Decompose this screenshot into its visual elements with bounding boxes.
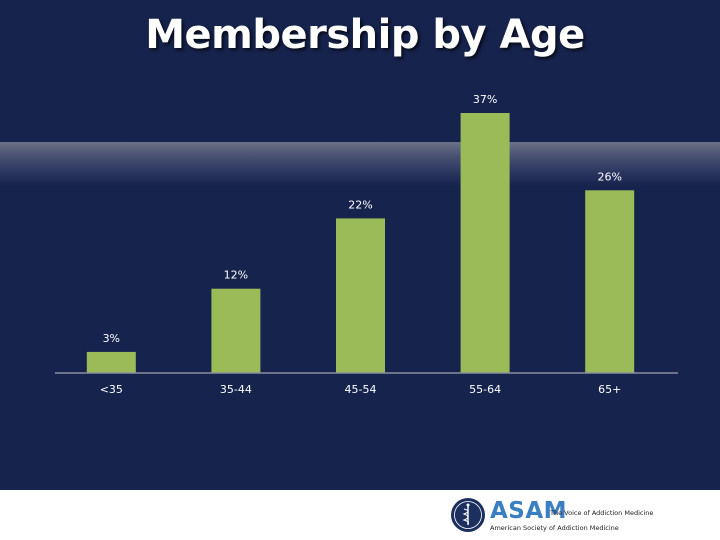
logo-org-name: American Society of Addiction Medicine	[490, 524, 619, 532]
bar-chart: 3% <35 12% 35-44 22% 45-54 37% 55-64 26% 65+	[55, 93, 678, 396]
bar-3	[460, 113, 510, 373]
x-tick-label-0: <35	[100, 383, 123, 396]
bar-2	[336, 218, 385, 373]
x-tick-label-1: 35-44	[220, 383, 252, 396]
x-tick-label-4: 65+	[598, 383, 621, 396]
caduceus-seal-icon	[451, 498, 485, 532]
data-label-4: 26%	[597, 170, 621, 183]
bar-1	[211, 288, 261, 373]
logo-wordmark: ASAM	[490, 498, 568, 524]
header-band	[0, 142, 720, 186]
bar-0	[86, 351, 136, 373]
data-label-2: 22%	[348, 198, 372, 211]
x-tick-label-2: 45-54	[345, 383, 377, 396]
data-label-1: 12%	[224, 269, 248, 282]
chart-title: Membership by Age	[145, 12, 585, 58]
data-label-0: 3%	[103, 332, 120, 345]
x-tick-label-3: 55-64	[469, 383, 501, 396]
data-label-3: 37%	[473, 93, 497, 106]
footer	[0, 490, 720, 540]
logo-tagline: The Voice of Addiction Medicine	[550, 509, 654, 517]
bar-4	[585, 190, 635, 373]
